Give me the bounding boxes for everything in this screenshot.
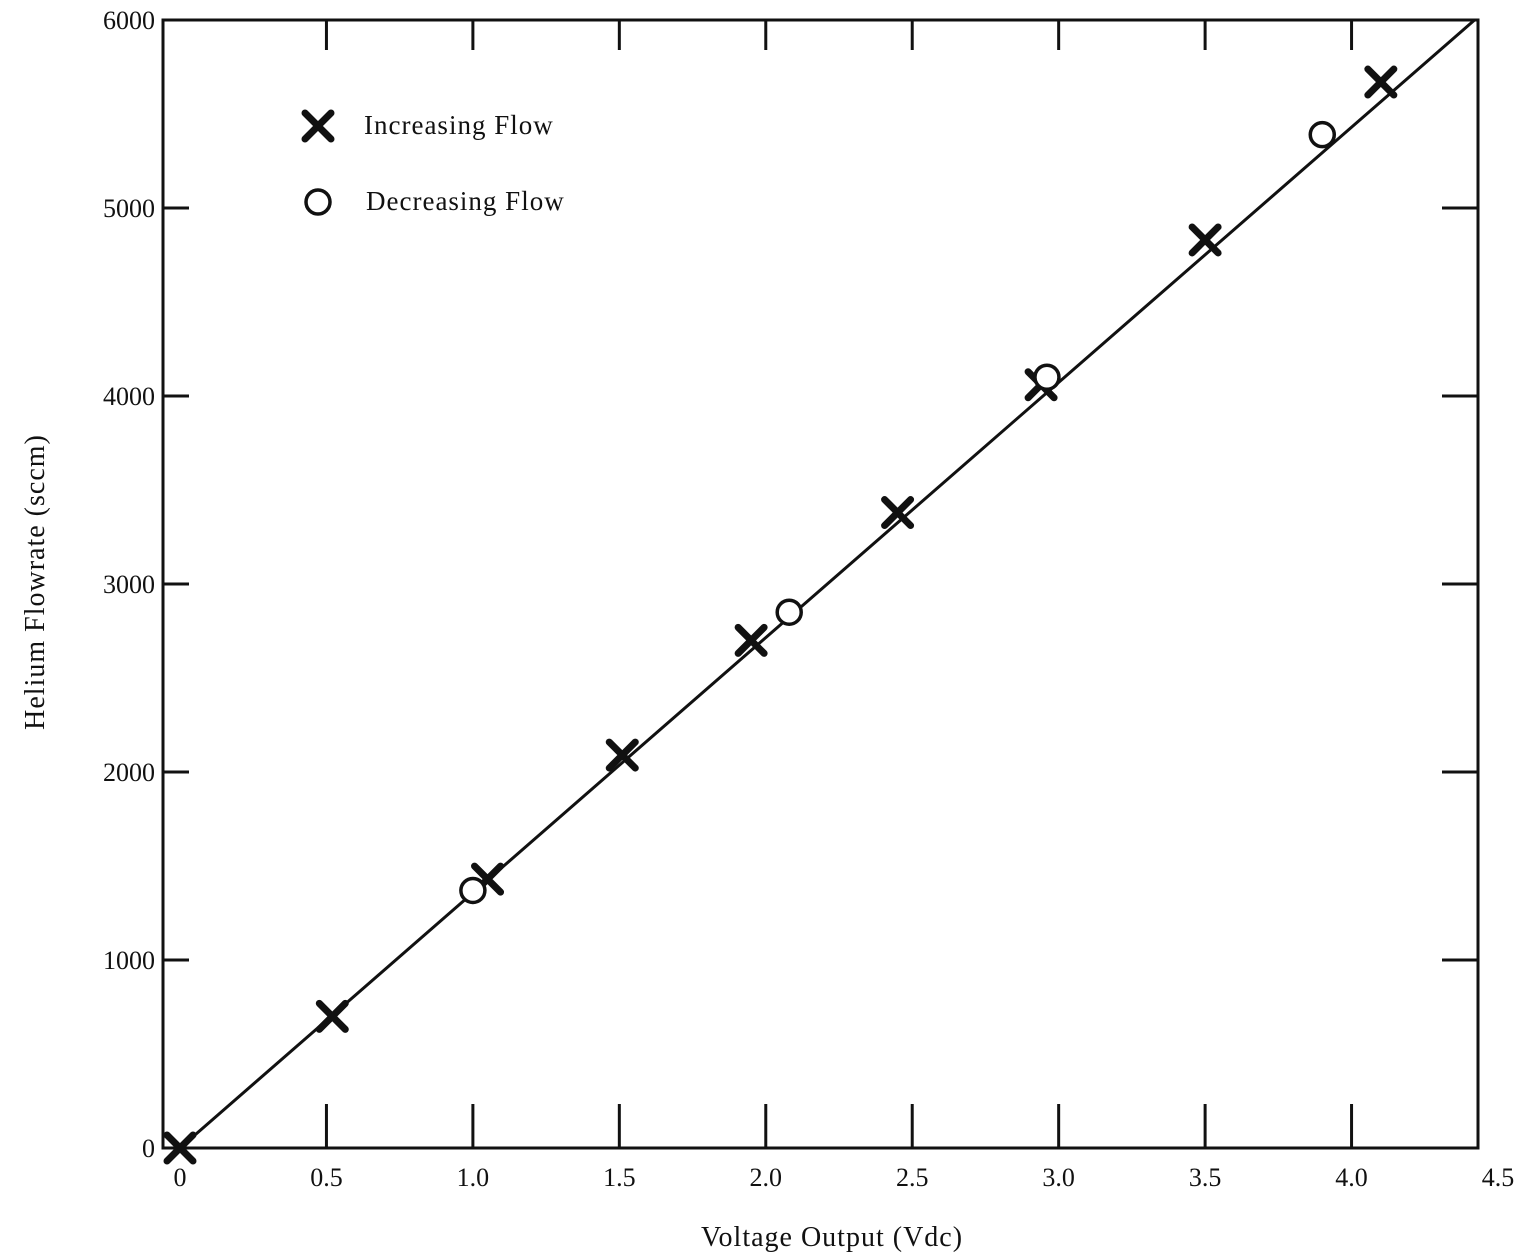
x-tick-label: 4.5	[1482, 1163, 1515, 1192]
legend-label-decreasing-flow: Decreasing Flow	[366, 186, 565, 216]
x-tick-label: 0.5	[310, 1163, 343, 1192]
x-tick-label: 1.0	[457, 1163, 490, 1192]
fit-line	[179, 18, 1476, 1150]
x-axis-label: Voltage Output (Vdc)	[701, 1222, 963, 1253]
fit-line-layer	[179, 18, 1476, 1150]
legend-marker-increasing-flow	[301, 109, 335, 143]
legend-o-marker	[304, 188, 332, 216]
x-tick-label: 3.5	[1189, 1163, 1222, 1192]
legend-marker-decreasing-flow	[304, 188, 332, 216]
y-tick-label: 0	[142, 1134, 155, 1163]
y-tick-label: 1000	[103, 946, 155, 975]
x-tick-label: 0	[174, 1163, 187, 1192]
y-tick-label: 2000	[103, 758, 155, 787]
legend-label-increasing-flow: Increasing Flow	[364, 110, 554, 140]
tick-labels-layer: 0 0.5 1.0 1.5 2.0 2.5 3.0 3.5 4.0 4.5 0 1000 2000 300…	[103, 6, 1514, 1192]
data-point-decreasing-flow	[1308, 120, 1337, 149]
x-tick-label: 3.0	[1042, 1163, 1075, 1192]
data-point-increasing-flow	[605, 738, 639, 772]
y-axis-label: Helium Flowrate (sccm)	[20, 434, 51, 730]
y-tick-label: 6000	[103, 6, 155, 35]
axes-layer	[161, 18, 1480, 1150]
y-tick-label: 5000	[103, 194, 155, 223]
x-tick-label: 4.0	[1335, 1163, 1368, 1192]
data-point-increasing-flow	[881, 496, 915, 530]
y-tick-label: 4000	[103, 382, 155, 411]
data-point-increasing-flow	[163, 1131, 197, 1165]
data-point-decreasing-flow	[1033, 363, 1061, 391]
data-point-increasing-flow	[315, 999, 349, 1033]
data-point-increasing-flow	[1188, 223, 1222, 257]
x-tick-label: 2.5	[896, 1163, 929, 1192]
data-point-decreasing-flow	[459, 876, 487, 905]
data-marks-layer	[163, 65, 1398, 1165]
data-point-increasing-flow	[734, 623, 768, 657]
data-point-decreasing-flow	[775, 598, 803, 626]
data-point-increasing-flow	[1364, 65, 1398, 99]
x-tick-label: 1.5	[603, 1163, 636, 1192]
legend: Increasing Flow Decreasing Flow	[301, 109, 565, 216]
legend-x-marker	[301, 109, 335, 143]
x-tick-label: 2.0	[750, 1163, 783, 1192]
y-tick-label: 3000	[103, 570, 155, 599]
